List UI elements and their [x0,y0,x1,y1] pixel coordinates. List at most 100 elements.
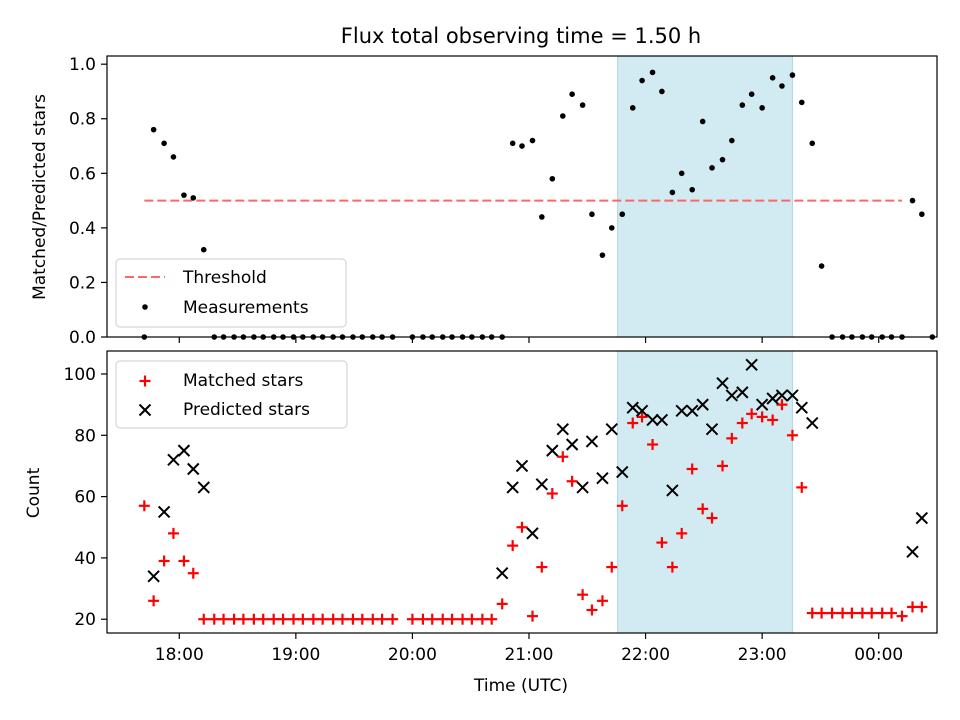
top-y-tick-label: 0.4 [69,219,96,239]
bottom-predicted-stars-point [666,484,679,497]
bottom-matched-stars-point [218,613,230,625]
x-stroke-b [745,358,758,372]
bottom-predicted-stars-point [786,389,799,402]
bottom-matched-stars-point [336,613,348,625]
top-y-tick-label: 1.0 [69,55,96,75]
x-stroke-b [616,465,629,479]
x-tick-label: 00:00 [854,645,903,665]
x-stroke-b [177,444,191,457]
bottom-predicted-stars-point [197,481,210,494]
top-measurements-point [759,105,765,111]
bottom-matched-stars-point [907,601,919,613]
bottom-predicted-stars-point [915,511,929,525]
top-measurements-point [200,246,207,253]
bottom-predicted-stars-point [806,416,819,430]
bottom-predicted-stars-point [755,398,769,411]
top-measurements-point [539,214,545,220]
bottom-matched-stars-point [776,399,788,411]
top-measurements-point [569,91,575,97]
x-stroke-b [705,422,719,436]
bottom-predicted-stars-point [576,481,589,494]
bottom-matched-stars-point [148,595,160,607]
bottom-matched-stars-point [476,613,488,625]
bottom-matched-stars-point [666,561,678,573]
bottom-matched-stars-point [806,607,818,619]
top-measurements-point [619,211,626,218]
x-stroke-b [766,392,779,405]
x-stroke-b [605,422,618,436]
x-tick-label: 22:00 [621,645,670,665]
bottom-matched-stars-point [257,613,269,625]
bottom-matched-stars-point [158,555,170,567]
bottom-matched-stars-point [726,432,738,444]
bottom-predicted-stars-point [147,570,160,583]
top-panel: 0.0 0.2 0.4 0.6 0.8 1.0 Threshold Measurements [69,55,938,348]
x-tick-label: 19:00 [271,645,320,665]
bottom-matched-stars-point [647,438,659,450]
top-measurements-point [639,77,645,84]
bottom-predicted-stars-point [565,438,579,451]
bottom-matched-stars-point [596,595,608,607]
x-tick-label: 21:00 [504,645,553,665]
bottom-matched-stars-point [516,521,528,533]
bottom-matched-stars-point [526,610,538,622]
bottom-matched-stars-point [577,589,589,601]
bottom-predicted-stars-point [535,478,549,491]
bottom-predicted-stars-point [626,401,639,414]
x-stroke-b [906,545,919,558]
bottom-matched-stars-point [896,610,908,622]
top-measurements-point [789,72,796,78]
top-measurements-point [519,143,525,149]
top-measurements-point [599,252,606,258]
bottom-matched-stars-point [187,567,199,579]
x-stroke-b [495,567,509,580]
bottom-matched-stars-point [228,613,240,625]
top-measurements-point [589,211,595,218]
bottom-matched-stars-point [486,613,498,625]
top-measurements-point [579,102,586,108]
top-measurements-point [509,140,516,147]
bottom-predicted-stars-point [696,398,709,411]
bottom-matched-stars-point [736,417,748,429]
top-highlight-span [617,55,793,338]
x-stroke-b [147,570,160,583]
bottom-matched-stars-point [327,613,339,625]
bottom-predicted-stars-point [177,444,191,457]
bottom-matched-stars-point [746,408,758,420]
bottom-matched-stars-point [406,613,418,625]
bottom-matched-stars-point [616,500,628,512]
bottom-highlight-span [617,350,793,634]
bottom-predicted-stars-point [605,422,618,436]
x-stroke-b [646,413,659,427]
top-measurements-point [529,137,536,144]
top-measurements-point [739,102,746,108]
bottom-matched-stars-point [816,607,828,619]
x-stroke-b [716,376,729,390]
bottom-matched-stars-point [367,613,379,625]
bottom-predicted-stars-point [526,527,539,540]
bottom-predicted-stars-point [716,376,729,390]
bottom-predicted-stars-point [157,505,171,519]
legend-threshold-label: Threshold [182,268,267,288]
x-stroke-b [666,484,679,497]
bottom-matched-stars-point [457,613,469,625]
bottom-matched-stars-point [546,488,558,500]
bottom-matched-stars-point [706,512,718,524]
x-tick-label: 23:00 [738,645,787,665]
x-stroke-b [795,401,808,414]
top-measurements-point [719,156,726,163]
x-stroke-b [806,416,819,430]
bottom-matched-stars-point [317,613,329,625]
x-stroke-b [585,435,599,448]
x-stroke-b [187,462,200,476]
x-stroke-b [138,403,152,417]
top-y-axis-label: Matched/Predicted stars [30,94,50,300]
bottom-predicted-stars-point [585,435,599,448]
top-legend: Threshold Measurements [115,258,347,328]
x-stroke-b [157,505,171,519]
bottom-matched-stars-point [717,460,729,472]
bottom-predicted-stars-point [546,444,559,457]
bottom-matched-stars-point [208,613,220,625]
bottom-predicted-stars-point [635,404,649,417]
top-measurements-point [170,154,177,160]
